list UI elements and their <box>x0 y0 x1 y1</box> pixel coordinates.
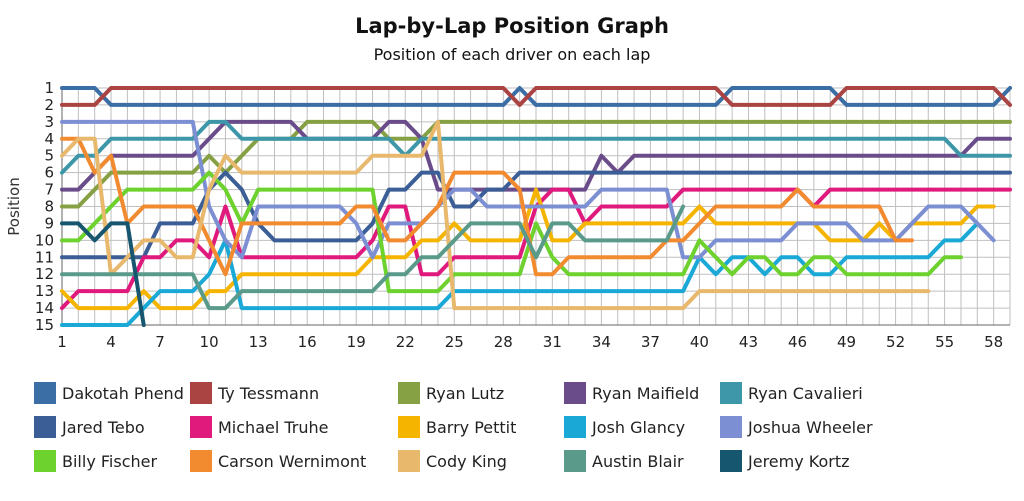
y-tick-label: 14 <box>35 299 54 317</box>
y-tick-label: 5 <box>44 147 54 165</box>
series-line <box>60 221 146 327</box>
legend-label: Billy Fischer <box>62 451 158 471</box>
legend-label: Josh Glancy <box>592 417 686 437</box>
x-tick-label: 1 <box>57 333 67 351</box>
legend-item[interactable]: Jared Tebo <box>34 416 145 438</box>
legend-label: Jeremy Kortz <box>748 451 850 471</box>
y-tick-label: 2 <box>44 96 54 114</box>
legend-label: Ryan Lutz <box>426 383 505 403</box>
legend-item[interactable]: Barry Pettit <box>398 416 516 438</box>
series-line <box>60 187 996 311</box>
x-tick-label: 52 <box>886 333 905 351</box>
legend-swatch <box>398 450 420 472</box>
x-tick-label: 4 <box>106 333 116 351</box>
legend-label: Cody King <box>426 451 507 471</box>
series-line <box>60 119 1012 175</box>
y-tick-label: 9 <box>44 214 54 232</box>
legend-item[interactable]: Ty Tessmann <box>190 382 319 404</box>
x-tick-label: 25 <box>445 333 464 351</box>
legend-item[interactable]: Ryan Lutz <box>398 382 504 404</box>
x-tick-label: 43 <box>739 333 758 351</box>
x-tick-label: 16 <box>298 333 317 351</box>
y-tick-label: 10 <box>35 231 54 249</box>
y-tick-label: 12 <box>35 265 54 283</box>
series-line <box>60 136 914 277</box>
legend-label: Michael Truhe <box>218 417 329 437</box>
legend-label: Austin Blair <box>592 451 684 471</box>
x-tick-label: 19 <box>347 333 366 351</box>
legend-item[interactable]: Michael Truhe <box>190 416 329 438</box>
legend-swatch <box>720 450 742 472</box>
y-tick-label: 4 <box>44 130 54 148</box>
y-tick-label: 7 <box>44 181 54 199</box>
legend-label: Dakotah Phend <box>62 383 184 403</box>
legend-label: Ryan Cavalieri <box>748 383 863 403</box>
series-line <box>60 86 1012 107</box>
legend-item[interactable]: Ryan Maifield <box>564 382 699 404</box>
legend-label: Jared Tebo <box>62 417 145 437</box>
legend-item[interactable]: Billy Fischer <box>34 450 157 472</box>
x-tick-label: 46 <box>788 333 807 351</box>
y-tick-label: 11 <box>35 248 54 266</box>
legend-item[interactable]: Joshua Wheeler <box>720 416 873 438</box>
legend-label: Carson Wernimont <box>218 451 367 471</box>
y-tick-label: 3 <box>44 113 54 131</box>
x-tick-label: 13 <box>249 333 268 351</box>
legend-swatch <box>34 382 56 404</box>
legend-swatch <box>398 416 420 438</box>
legend-label: Joshua Wheeler <box>748 417 873 437</box>
series-line <box>60 170 1012 260</box>
legend-swatch <box>190 450 212 472</box>
legend-swatch <box>190 416 212 438</box>
x-tick-label: 37 <box>641 333 660 351</box>
series-line <box>60 86 1012 107</box>
legend-item[interactable]: Austin Blair <box>564 450 684 472</box>
x-tick-label: 7 <box>155 333 165 351</box>
x-tick-label: 22 <box>396 333 415 351</box>
legend-swatch <box>34 416 56 438</box>
legend-swatch <box>398 382 420 404</box>
x-tick-label: 31 <box>543 333 562 351</box>
series-line <box>60 119 931 311</box>
x-tick-label: 49 <box>837 333 856 351</box>
legend-swatch <box>190 382 212 404</box>
legend-item[interactable]: Dakotah Phend <box>34 382 184 404</box>
series-line <box>60 170 963 294</box>
y-tick-label: 8 <box>44 198 54 216</box>
y-tick-label: 13 <box>35 282 54 300</box>
series-line <box>60 204 686 311</box>
legend-item[interactable]: Josh Glancy <box>564 416 685 438</box>
legend-swatch <box>720 416 742 438</box>
x-tick-label: 10 <box>200 333 219 351</box>
x-tick-label: 58 <box>984 333 1003 351</box>
legend-item[interactable]: Jeremy Kortz <box>720 450 850 472</box>
series-line <box>60 221 980 327</box>
chart-title: Lap-by-Lap Position Graph <box>355 14 669 38</box>
legend-label: Barry Pettit <box>426 417 517 437</box>
y-axis-title: Position <box>5 177 23 235</box>
x-tick-label: 40 <box>690 333 709 351</box>
chart-subtitle: Position of each driver on each lap <box>373 45 651 64</box>
legend-item[interactable]: Cody King <box>398 450 507 472</box>
y-tick-label: 6 <box>44 164 54 182</box>
y-tick-label: 15 <box>35 316 54 334</box>
legend-label: Ryan Maifield <box>592 383 700 403</box>
x-tick-label: 55 <box>935 333 954 351</box>
legend-swatch <box>720 382 742 404</box>
legend-item[interactable]: Ryan Cavalieri <box>720 382 863 404</box>
series-line <box>60 119 996 260</box>
x-tick-label: 34 <box>592 333 611 351</box>
legend-label: Ty Tessmann <box>218 383 320 403</box>
legend-swatch <box>564 450 586 472</box>
legend-item[interactable]: Carson Wernimont <box>190 450 366 472</box>
legend-swatch <box>34 450 56 472</box>
x-tick-label: 28 <box>494 333 513 351</box>
legend-swatch <box>564 382 586 404</box>
y-tick-label: 1 <box>44 79 54 97</box>
legend-swatch <box>564 416 586 438</box>
